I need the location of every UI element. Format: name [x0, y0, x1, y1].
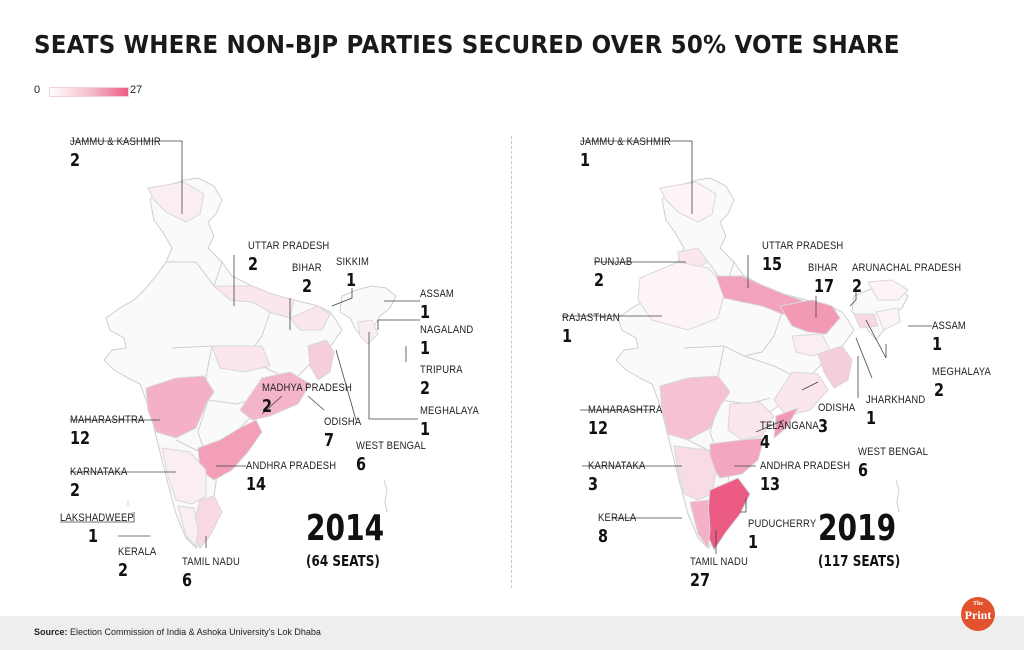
label-2019-meghalaya: MEGHALAYA — [932, 366, 992, 378]
value-2014-tripura: 2 — [420, 378, 431, 399]
chart-title: SEATS WHERE NON-BJP PARTIES SECURED OVER… — [34, 30, 900, 59]
value-2019-andhra-pradesh: 13 — [760, 474, 781, 495]
value-2014-tamil-nadu: 6 — [182, 570, 193, 591]
value-2019-bihar: 17 — [814, 276, 835, 297]
value-2014-bihar: 2 — [302, 276, 313, 297]
label-2019-assam: ASSAM — [932, 320, 966, 332]
label-2014-uttar-pradesh: UTTAR PRADESH — [248, 240, 330, 252]
label-2014-madhya-pradesh: MADHYA PRADESH — [262, 382, 353, 394]
label-2019-punjab: PUNJAB — [594, 256, 633, 268]
color-legend: 0 27 — [34, 84, 164, 100]
value-2019-karnataka: 3 — [588, 474, 599, 495]
value-2019-kerala: 8 — [598, 526, 609, 547]
value-2019-odisha: 3 — [818, 416, 829, 437]
label-2014-karnataka: KARNATAKA — [70, 466, 128, 478]
value-2014-sikkim: 1 — [346, 270, 357, 291]
label-2019-jammu-kashmir: JAMMU & KASHMIR — [580, 136, 671, 148]
value-2014-kerala: 2 — [118, 560, 129, 581]
label-2014-odisha: ODISHA — [324, 416, 362, 428]
label-2019-odisha: ODISHA — [818, 402, 856, 414]
value-2019-uttar-pradesh: 15 — [762, 254, 783, 275]
label-2019-bihar: BIHAR — [808, 262, 838, 274]
label-2014-andhra-pradesh: ANDHRA PRADESH — [246, 460, 337, 472]
year-2014: 2014 — [306, 508, 385, 549]
label-2014-meghalaya: MEGHALAYA — [420, 405, 480, 417]
legend-min: 0 — [34, 84, 41, 96]
value-2014-andhra-pradesh: 14 — [246, 474, 267, 495]
value-2019-tamil-nadu: 27 — [690, 570, 711, 591]
value-2014-jammu-kashmir: 2 — [70, 150, 81, 171]
label-2014-assam: ASSAM — [420, 288, 454, 300]
legend-gradient-bar — [49, 87, 129, 97]
value-2014-west-bengal: 6 — [356, 454, 367, 475]
label-2019-west-bengal: WEST BENGAL — [858, 446, 929, 458]
seats-2014: (64 SEATS) — [306, 552, 380, 570]
maps-svg — [60, 140, 932, 554]
source-note: Source: Election Commission of India & A… — [34, 627, 321, 637]
year-2019: 2019 — [818, 508, 897, 549]
value-2014-nagaland: 1 — [420, 338, 431, 359]
value-2014-meghalaya: 1 — [420, 419, 431, 440]
value-2014-uttar-pradesh: 2 — [248, 254, 259, 275]
value-2014-maharashtra: 12 — [70, 428, 91, 449]
label-2014-jammu-kashmir: JAMMU & KASHMIR — [70, 136, 161, 148]
label-2019-uttar-pradesh: UTTAR PRADESH — [762, 240, 844, 252]
value-2014-assam: 1 — [420, 302, 431, 323]
logo-line1: The — [972, 601, 983, 607]
logo-line2: Print — [964, 608, 992, 622]
label-2019-kerala: KERALA — [598, 512, 637, 524]
value-2019-jharkhand: 1 — [866, 408, 877, 429]
value-2014-odisha: 7 — [324, 430, 335, 451]
map-divider — [511, 136, 512, 588]
value-2019-arunachal-pradesh: 2 — [852, 276, 863, 297]
label-2019-tamil-nadu: TAMIL NADU — [690, 556, 748, 568]
label-2014-bihar: BIHAR — [292, 262, 322, 274]
source-text: Election Commission of India & Ashoka Un… — [70, 627, 321, 637]
map-2019 — [562, 140, 932, 554]
label-2014-west-bengal: WEST BENGAL — [356, 440, 427, 452]
label-2014-tamil-nadu: TAMIL NADU — [182, 556, 240, 568]
label-2019-telangana: TELANGANA — [760, 420, 819, 432]
label-2014-tripura: TRIPURA — [420, 364, 463, 376]
label-2014-kerala: KERALA — [118, 546, 157, 558]
value-2014-lakshadweep: 1 — [88, 526, 99, 547]
label-2014-maharashtra: MAHARASHTRA — [70, 414, 145, 426]
value-2014-madhya-pradesh: 2 — [262, 396, 273, 417]
source-label: Source: — [34, 627, 68, 637]
label-2019-arunachal-pradesh: ARUNACHAL PRADESH — [852, 262, 962, 274]
value-2019-assam: 1 — [932, 334, 943, 355]
label-2019-puducherry: PUDUCHERRY — [748, 518, 817, 530]
map-2014 — [60, 140, 420, 549]
value-2019-rajasthan: 1 — [562, 326, 573, 347]
value-2019-puducherry: 1 — [748, 532, 759, 553]
label-2019-andhra-pradesh: ANDHRA PRADESH — [760, 460, 851, 472]
value-2019-punjab: 2 — [594, 270, 605, 291]
value-2019-meghalaya: 2 — [934, 380, 945, 401]
label-2014-sikkim: SIKKIM — [336, 256, 370, 268]
value-2014-karnataka: 2 — [70, 480, 81, 501]
footer-bar: Source: Election Commission of India & A… — [0, 616, 1024, 650]
legend-max: 27 — [130, 84, 143, 96]
value-2019-jammu-kashmir: 1 — [580, 150, 591, 171]
label-2019-maharashtra: MAHARASHTRA — [588, 404, 663, 416]
label-2014-lakshadweep: LAKSHADWEEP — [60, 512, 134, 524]
label-2019-karnataka: KARNATAKA — [588, 460, 646, 472]
value-2019-maharashtra: 12 — [588, 418, 609, 439]
label-2019-jharkhand: JHARKHAND — [866, 394, 926, 406]
seats-2019: (117 SEATS) — [818, 552, 901, 570]
value-2019-telangana: 4 — [760, 432, 771, 453]
label-2014-nagaland: NAGALAND — [420, 324, 474, 336]
value-2019-west-bengal: 6 — [858, 460, 869, 481]
label-2019-rajasthan: RAJASTHAN — [562, 312, 620, 324]
theprint-logo[interactable]: The Print — [961, 597, 995, 631]
